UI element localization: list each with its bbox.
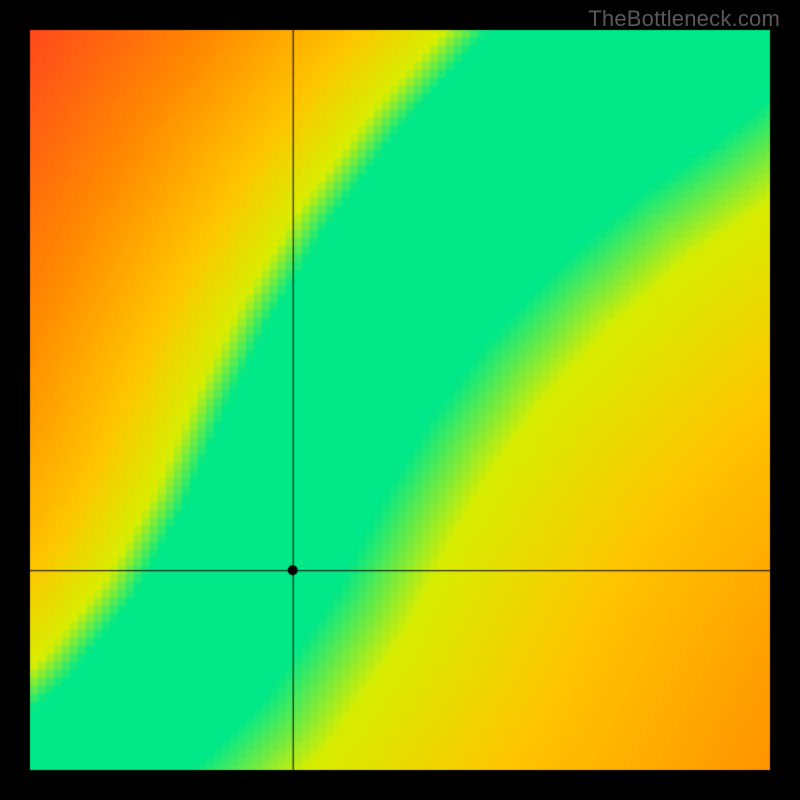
chart-container: TheBottleneck.com: [0, 0, 800, 800]
bottleneck-heatmap: [0, 0, 800, 800]
watermark-text: TheBottleneck.com: [588, 6, 780, 32]
